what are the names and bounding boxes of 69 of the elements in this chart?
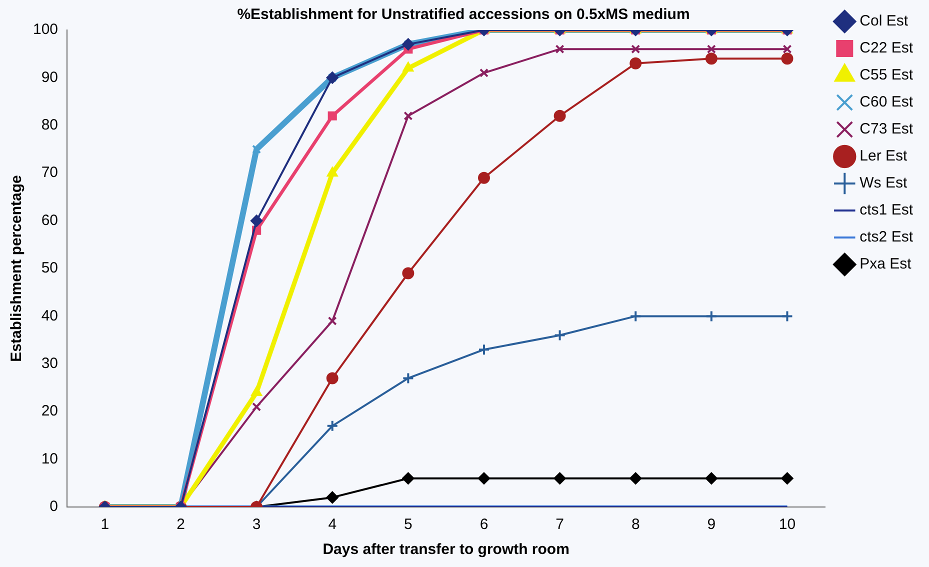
point [706,44,716,54]
point [781,52,794,65]
y-tick-label: 20 [41,402,58,420]
legend-label: cts1 Est [860,202,914,219]
x-tick-label: 6 [480,516,488,534]
y-tick-label: 100 [32,21,58,38]
x-tick-label: 3 [252,516,261,534]
point [705,310,718,322]
point [252,144,262,154]
point [402,372,414,384]
legend-label: Col Est [860,12,909,30]
point [782,44,792,54]
y-tick-label: 0 [50,498,58,516]
point [554,329,566,342]
point [555,44,564,54]
x-tick-label: 2 [176,516,185,534]
point [479,68,489,78]
point [326,491,338,504]
legend-label: Ws Est [860,174,908,192]
point [554,472,566,484]
y-tick-label: 30 [41,355,58,372]
point [328,316,337,326]
point [478,172,490,184]
point [630,472,642,484]
point [781,472,794,484]
x-tick-label: 10 [778,516,796,534]
point [478,472,490,484]
point [250,214,263,227]
y-tick-label: 60 [41,212,58,229]
point [252,402,262,412]
point [705,52,718,65]
point [328,111,337,120]
legend-label: C55 Est [860,66,914,84]
point [554,110,566,122]
y-tick-label: 10 [41,450,58,468]
legend-label: Pxa Est [860,256,912,273]
point [705,472,718,484]
x-tick-label: 7 [556,516,564,534]
point [327,167,338,177]
y-tick-label: 50 [41,260,58,277]
point [781,310,794,322]
point [404,111,413,120]
legend-label: C73 Est [860,120,914,138]
point [402,267,414,280]
point [630,310,642,322]
point [326,372,338,384]
point [402,472,414,484]
y-tick-label: 40 [41,307,58,324]
legend-label: cts2 Est [860,228,914,246]
legend-label: C22 Est [860,40,914,57]
y-tick-label: 90 [41,68,58,86]
point [402,62,414,72]
x-tick-label: 4 [328,516,337,534]
y-tick-label: 80 [41,116,58,134]
x-tick-label: 9 [707,516,716,534]
y-tick-label: 70 [41,164,58,182]
y-axis-title: Establishment percentage [8,175,26,362]
legend-label: Ler Est [860,148,908,165]
point [251,386,262,396]
point [630,57,642,70]
chart-title: %Establishment for Unstratified accessions on 0.5xMS medium [237,6,690,24]
point [326,420,338,432]
x-tick-label: 5 [404,516,412,534]
legend-label: C60 Est [860,94,914,111]
x-tick-label: 8 [631,516,640,534]
x-axis-title: Days after transfer to growth room [322,541,570,558]
point [631,44,640,54]
x-tick-label: 1 [100,516,110,534]
point [478,344,490,356]
